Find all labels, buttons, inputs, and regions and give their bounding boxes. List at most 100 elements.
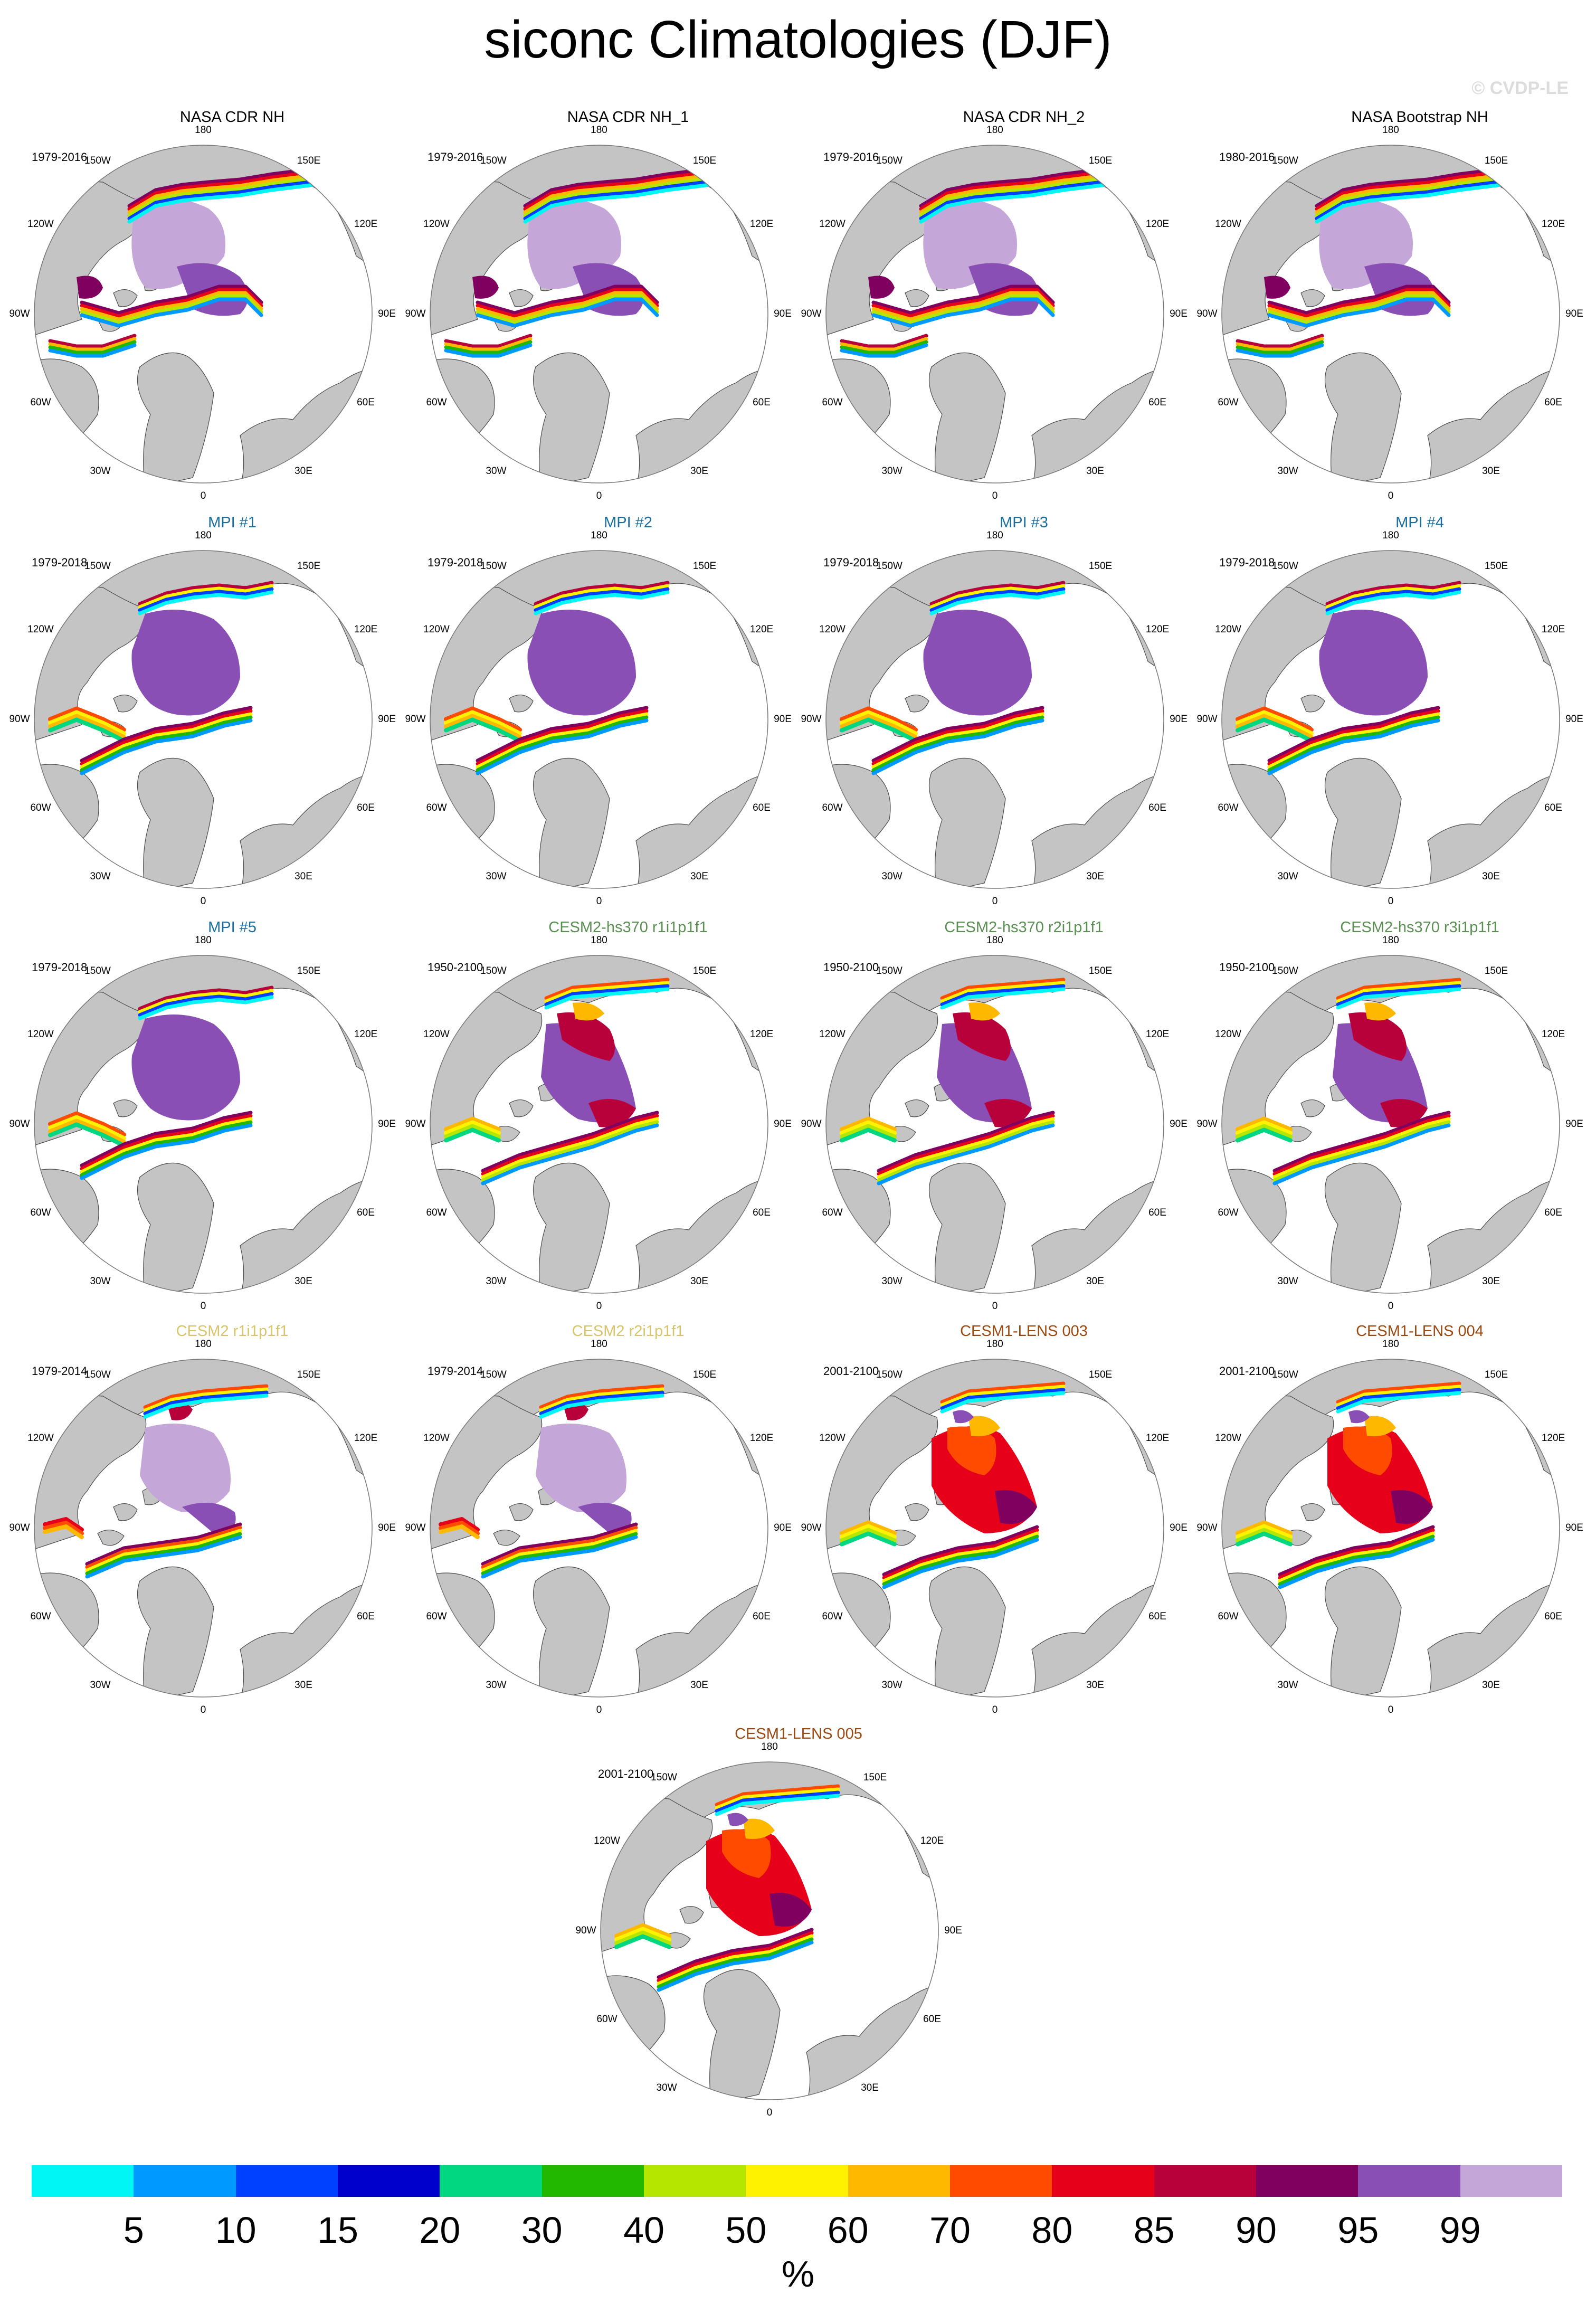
ice-edge-band	[1325, 581, 1461, 606]
ice-edge-band	[48, 334, 137, 348]
ice-edge-band	[840, 1120, 897, 1135]
longitude-label: 60W	[30, 802, 51, 813]
land-mass	[1324, 757, 1402, 888]
ice-edge-band	[1272, 1123, 1451, 1186]
longitude-label: 150E	[692, 561, 717, 572]
ice-edge-band	[882, 1531, 1039, 1583]
ice-patch	[984, 1099, 1032, 1127]
ice-edge-band	[840, 1124, 897, 1139]
land-mass	[533, 352, 610, 483]
longitude-label: 120E	[1541, 1029, 1565, 1040]
colorbar-tick-label: 20	[419, 2210, 461, 2251]
polar-map	[430, 955, 768, 1294]
colorbar	[32, 2165, 1562, 2197]
longitude-label: 150E	[692, 965, 717, 976]
longitude-label: 150W	[480, 965, 507, 976]
ice-edge-band	[715, 1794, 840, 1816]
map-boundary	[430, 955, 768, 1294]
ice-edge-band	[523, 176, 712, 217]
longitude-label: 60W	[596, 2014, 618, 2025]
ice-edge-band	[476, 294, 659, 325]
longitude-label: 150W	[876, 1369, 902, 1380]
longitude-label: 30E	[1482, 1680, 1500, 1691]
longitude-label: 120E	[1541, 624, 1565, 635]
longitude-label: 90W	[575, 1925, 596, 1936]
map-boundary	[34, 145, 373, 483]
ice-edge-band	[48, 340, 137, 355]
ice-edge-band	[1315, 170, 1504, 211]
ice-pack	[923, 610, 1032, 716]
land-mass	[533, 757, 610, 888]
longitude-label: 120W	[819, 1433, 846, 1444]
longitude-label: 90E	[1565, 308, 1583, 319]
ice-edge-band	[919, 183, 1108, 224]
longitude-label: 90E	[1170, 1118, 1188, 1130]
longitude-label: 120W	[27, 1029, 54, 1040]
ice-edge-band	[1267, 715, 1440, 772]
ice-edge-band	[48, 1115, 126, 1141]
colorbar-swatch	[337, 2165, 440, 2197]
ice-edge-band	[1267, 291, 1451, 321]
longitude-label: 30E	[1086, 1680, 1104, 1691]
longitude-label: 150W	[84, 965, 111, 976]
longitude-label: 90W	[801, 714, 822, 725]
longitude-label: 120W	[423, 1433, 450, 1444]
ice-edge-band	[444, 710, 522, 736]
ice-edge-band	[80, 1117, 253, 1174]
ice-edge-band	[48, 714, 126, 739]
longitude-label: 150E	[1484, 1369, 1508, 1380]
ice-edge-band	[85, 1532, 242, 1576]
longitude-label: 150E	[297, 1369, 321, 1380]
longitude-label: 0	[1388, 1301, 1394, 1312]
longitude-label: 60E	[1148, 397, 1166, 408]
ice-edge-band	[127, 173, 316, 214]
longitude-label: 150E	[1088, 1369, 1113, 1380]
longitude-label: 60E	[357, 1207, 375, 1218]
ice-patch	[953, 1012, 1011, 1061]
ice-edge-band	[48, 717, 126, 743]
ice-edge-band	[840, 1531, 897, 1547]
ice-patch	[1264, 276, 1290, 299]
ice-edge-band	[840, 1528, 897, 1543]
longitude-label: 90E	[774, 1522, 792, 1533]
colorbar-swatch	[1460, 2165, 1562, 2197]
colorbar-swatch	[542, 2165, 644, 2197]
polar-map	[825, 145, 1164, 483]
ice-edge-band	[840, 340, 928, 355]
panel-title: CESM2-hs370 r3i1p1f1	[1340, 919, 1499, 936]
ice-edge-band	[1236, 717, 1314, 743]
longitude-label: 120E	[749, 624, 774, 635]
ice-patch	[1348, 1012, 1407, 1061]
longitude-label: 120W	[423, 219, 450, 230]
longitude-label: 150E	[1484, 155, 1508, 166]
longitude-label: 120E	[1145, 219, 1170, 230]
ice-edge-band	[1267, 288, 1451, 318]
longitude-label: 150E	[297, 155, 321, 166]
ice-edge-band	[1236, 1127, 1293, 1143]
land-mass	[1300, 1099, 1325, 1117]
longitude-label: 150W	[1272, 1369, 1298, 1380]
ice-edge-band	[1336, 981, 1461, 1003]
colorbar-tick-label: 50	[725, 2210, 767, 2251]
longitude-label: 180	[591, 125, 607, 136]
ice-edge-band	[80, 712, 253, 769]
ice-edge-band	[138, 584, 274, 609]
longitude-label: 60E	[357, 802, 375, 813]
map-boundary	[825, 145, 1164, 483]
longitude-label: 120E	[354, 624, 378, 635]
map-boundary	[600, 1761, 939, 2100]
longitude-label: 150E	[297, 561, 321, 572]
ice-edge-band	[882, 1528, 1039, 1580]
ice-edge-band	[127, 183, 316, 224]
ice-edge-band	[882, 1538, 1039, 1589]
ice-edge-band	[940, 1391, 1066, 1414]
longitude-label: 90W	[405, 1118, 426, 1130]
ice-edge-band	[476, 288, 659, 318]
panel-years: 1979-2016	[823, 150, 879, 164]
longitude-label: 60W	[1218, 1207, 1239, 1218]
longitude-label: 30W	[881, 466, 902, 477]
polar-map	[430, 145, 768, 483]
longitude-label: 120E	[1541, 1433, 1565, 1444]
ice-pack	[578, 1503, 632, 1533]
panel-years: 1950-2100	[823, 961, 879, 974]
